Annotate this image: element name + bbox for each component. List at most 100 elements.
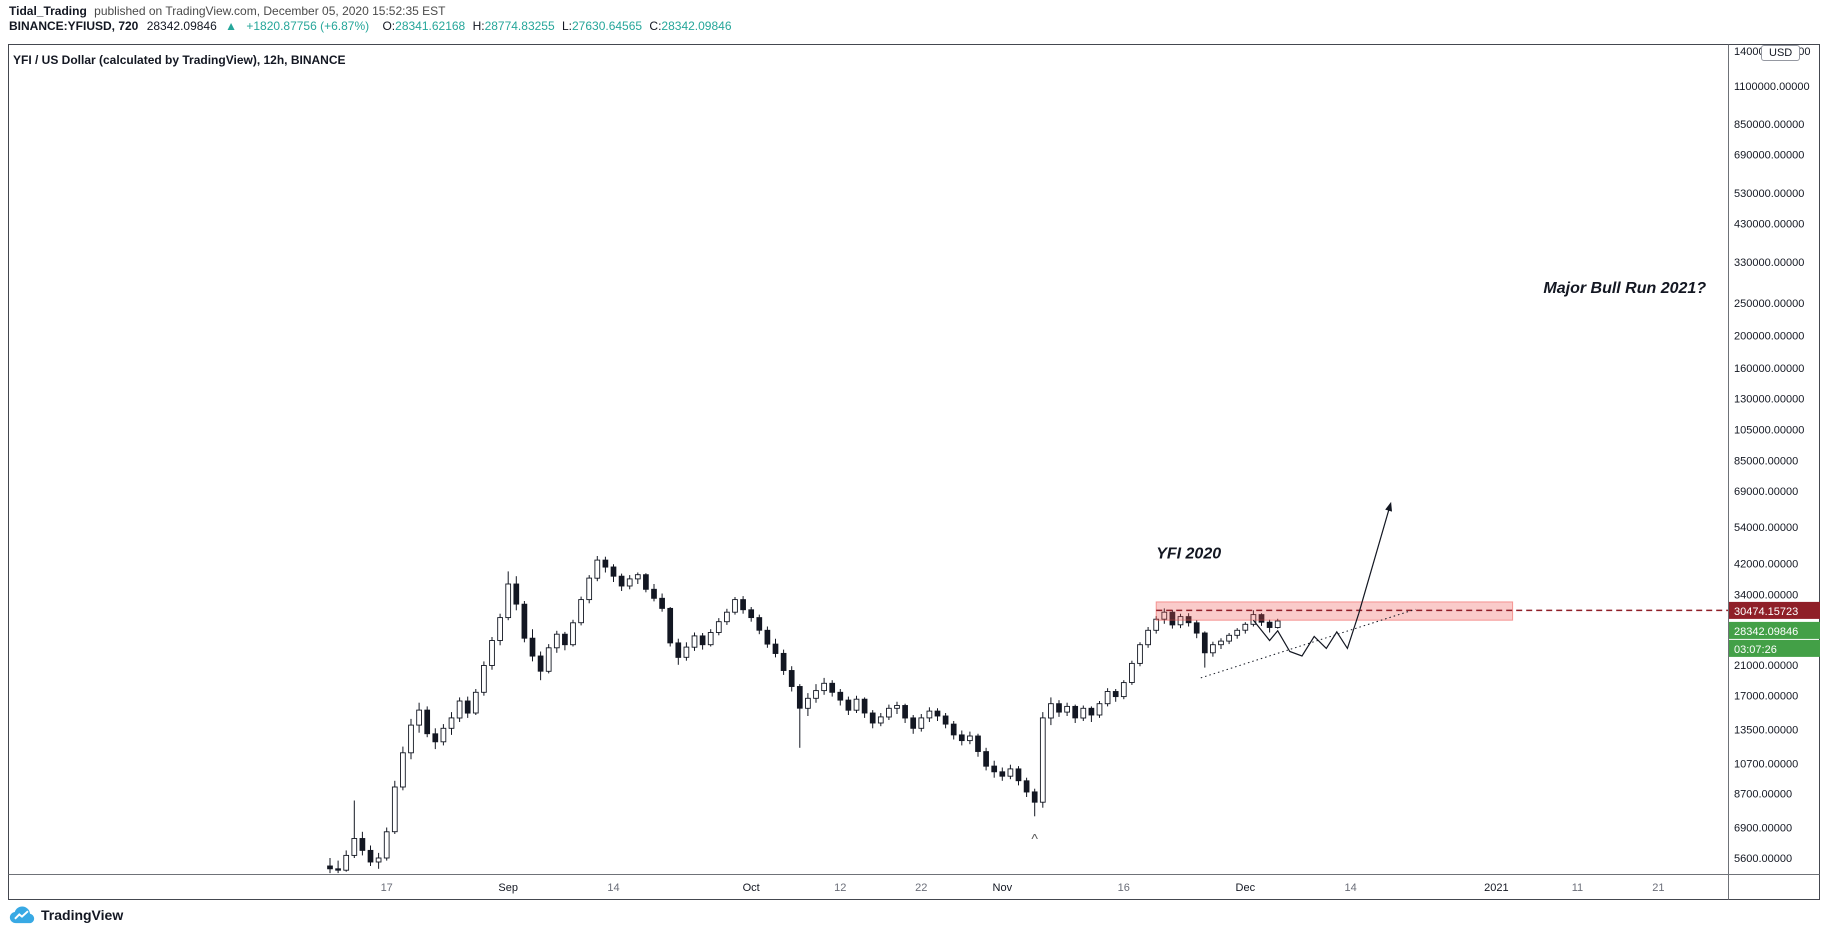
candle-up [456, 700, 463, 719]
candle-up [505, 583, 512, 619]
x-tick-label: 17 [381, 882, 393, 894]
y-tick-label: 850000.00000 [1734, 119, 1804, 131]
candle-up [1242, 623, 1249, 631]
candle-up [400, 752, 406, 788]
y-tick-label: 160000.00000 [1734, 363, 1804, 375]
candle-down [869, 712, 876, 724]
publish-info: published on TradingView.com, December 0… [94, 4, 446, 18]
candle-down [861, 698, 868, 714]
y-tick-label: 1100000.00000 [1734, 81, 1810, 93]
candle-down [327, 865, 333, 870]
candle-up [1137, 644, 1143, 664]
candle-down [659, 597, 665, 609]
header-last-price: 28342.09846 [146, 19, 217, 33]
last-price-label[interactable] [1729, 621, 1820, 639]
candle-up [1039, 717, 1046, 803]
author-name[interactable]: Tidal_Trading [9, 4, 87, 18]
candle-up [926, 710, 933, 719]
y-tick-label: 6900.00000 [1734, 823, 1792, 835]
x-tick-label: 14 [1344, 882, 1356, 894]
annotation-text[interactable]: Major Bull Run 2021? [1543, 280, 1706, 297]
candle-up [1145, 629, 1151, 646]
candle-up [805, 697, 811, 709]
candle-down [562, 633, 568, 646]
candle-up [1104, 691, 1111, 705]
candle-up [918, 717, 925, 729]
candle-down [740, 599, 746, 611]
chart-pane[interactable] [8, 44, 1728, 874]
candle-up [1153, 618, 1160, 631]
swing-low-marker[interactable]: ^ [1031, 831, 1038, 847]
candle-up [594, 559, 601, 579]
high-value: 28774.83255 [484, 19, 555, 33]
candle-down [513, 583, 520, 605]
candle-down [748, 609, 755, 619]
candle-up [351, 838, 358, 856]
candle-up [481, 665, 487, 693]
y-tick-label: 54000.00000 [1734, 522, 1798, 534]
candle-up [894, 705, 900, 709]
candlestick-series [327, 556, 1281, 874]
candle-up [416, 709, 422, 726]
y-tick-label: 17000.00000 [1734, 691, 1798, 703]
tradingview-logo-icon[interactable] [9, 905, 35, 925]
candle-up [1226, 634, 1232, 642]
symbol-header: BINANCE:YFIUSD, 720 28342.09846 ▲ +1820.… [9, 19, 732, 33]
breakout-arrow[interactable] [1358, 505, 1391, 614]
candle-up [1218, 640, 1224, 646]
y-tick-label: 130000.00000 [1734, 393, 1804, 405]
up-arrow-icon: ▲ [225, 19, 238, 33]
low-label: L: [561, 19, 572, 33]
open-value: 28341.62168 [395, 19, 466, 33]
candle-up [1234, 629, 1241, 636]
candle-down [1193, 622, 1200, 634]
y-tick-label: 21000.00000 [1734, 660, 1798, 672]
open-label: O: [382, 19, 396, 33]
dotted-trendline[interactable] [1200, 608, 1416, 679]
candle-up [724, 611, 730, 623]
candle-down [1023, 780, 1030, 793]
x-tick-label: 12 [834, 882, 846, 894]
last-price-label-text: 28342.09846 [1734, 626, 1798, 638]
candle-down [1088, 707, 1095, 716]
y-tick-label: 430000.00000 [1734, 219, 1804, 231]
candle-down [367, 849, 374, 863]
candle-up [586, 577, 593, 601]
close-value: 28342.09846 [661, 19, 732, 33]
candle-down [643, 574, 649, 590]
candle-up [691, 635, 698, 648]
candle-up [408, 724, 414, 754]
candle-up [391, 786, 398, 833]
candle-down [335, 868, 341, 871]
candle-up [877, 716, 884, 724]
candle-down [610, 566, 617, 577]
candle-down [902, 705, 908, 719]
candle-up [707, 632, 714, 646]
candle-down [991, 765, 998, 773]
currency-toggle-button[interactable]: USD [1761, 45, 1801, 61]
candle-down [950, 723, 957, 736]
candle-down [537, 655, 544, 672]
symbol-name[interactable]: BINANCE:YFIUSD, 720 [9, 19, 139, 33]
brand-name[interactable]: TradingView [41, 907, 124, 923]
candle-down [1015, 768, 1022, 782]
candle-up [626, 578, 633, 587]
candle-down [958, 734, 965, 742]
candle-up [343, 854, 350, 871]
annotation-text[interactable]: YFI 2020 [1156, 545, 1221, 562]
candle-up [1096, 703, 1103, 716]
bar-countdown-label-text: 03:07:26 [1734, 644, 1777, 656]
candle-down [464, 700, 471, 714]
price-scale[interactable] [1728, 44, 1828, 874]
x-tick-label: Nov [993, 882, 1013, 894]
y-tick-label: 10700.00000 [1734, 758, 1798, 770]
candle-down [837, 691, 844, 701]
candle-down [829, 682, 836, 693]
zigzag-projection[interactable] [1252, 613, 1360, 657]
alert-price-label[interactable] [1729, 601, 1820, 619]
bar-countdown-label[interactable] [1729, 639, 1820, 657]
x-tick-label: 21 [1652, 882, 1664, 894]
time-scale[interactable] [8, 874, 1728, 900]
candle-up [1250, 614, 1257, 625]
